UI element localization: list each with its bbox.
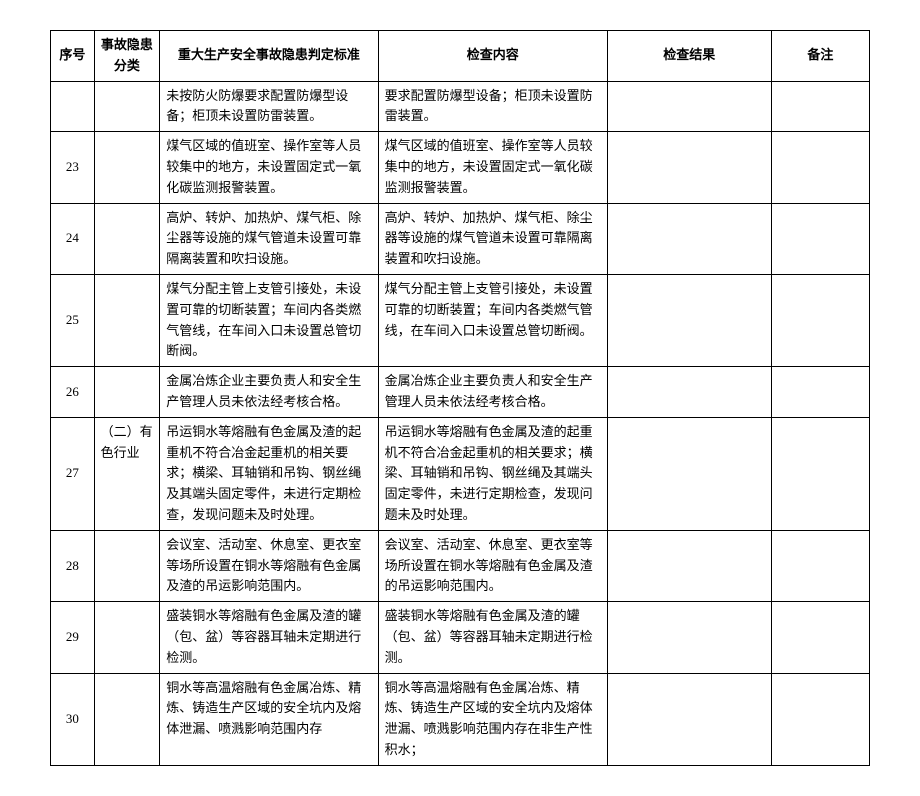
table-row: 25 煤气分配主管上支管引接处，未设置可靠的切断装置；车间内各类燃气管线，在车间… bbox=[51, 274, 870, 366]
cell-check-result bbox=[607, 132, 771, 203]
cell-check-result bbox=[607, 417, 771, 530]
cell-category bbox=[94, 673, 160, 765]
cell-category bbox=[94, 530, 160, 601]
cell-note bbox=[771, 81, 869, 132]
cell-standard: 吊运铜水等熔融有色金属及渣的起重机不符合冶金起重机的相关要求；横梁、耳轴销和吊钩… bbox=[160, 417, 378, 530]
cell-check-content: 煤气分配主管上支管引接处，未设置可靠的切断装置；车间内各类燃气管线，在车间入口未… bbox=[378, 274, 607, 366]
cell-standard: 高炉、转炉、加热炉、煤气柜、除尘器等设施的煤气管道未设置可靠隔离装置和吹扫设施。 bbox=[160, 203, 378, 274]
cell-check-content: 要求配置防爆型设备；柜顶未设置防雷装置。 bbox=[378, 81, 607, 132]
cell-seq: 25 bbox=[51, 274, 95, 366]
header-note: 备注 bbox=[771, 31, 869, 82]
cell-check-content: 高炉、转炉、加热炉、煤气柜、除尘器等设施的煤气管道未设置可靠隔离装置和吹扫设施。 bbox=[378, 203, 607, 274]
cell-seq: 27 bbox=[51, 417, 95, 530]
hazard-table: 序号 事故隐患分类 重大生产安全事故隐患判定标准 检查内容 检查结果 备注 未按… bbox=[50, 30, 870, 766]
cell-seq: 24 bbox=[51, 203, 95, 274]
table-row: 24 高炉、转炉、加热炉、煤气柜、除尘器等设施的煤气管道未设置可靠隔离装置和吹扫… bbox=[51, 203, 870, 274]
cell-category bbox=[94, 602, 160, 673]
table-header: 序号 事故隐患分类 重大生产安全事故隐患判定标准 检查内容 检查结果 备注 bbox=[51, 31, 870, 82]
cell-note bbox=[771, 274, 869, 366]
cell-standard: 铜水等高温熔融有色金属冶炼、精炼、铸造生产区域的安全坑内及熔体泄漏、喷溅影响范围… bbox=[160, 673, 378, 765]
cell-standard: 煤气分配主管上支管引接处，未设置可靠的切断装置；车间内各类燃气管线，在车间入口未… bbox=[160, 274, 378, 366]
cell-check-content: 盛装铜水等熔融有色金属及渣的罐（包、盆）等容器耳轴未定期进行检测。 bbox=[378, 602, 607, 673]
cell-check-content: 铜水等高温熔融有色金属冶炼、精炼、铸造生产区域的安全坑内及熔体泄漏、喷溅影响范围… bbox=[378, 673, 607, 765]
cell-check-result bbox=[607, 673, 771, 765]
cell-check-content: 会议室、活动室、休息室、更衣室等场所设置在铜水等熔融有色金属及渣的吊运影响范围内… bbox=[378, 530, 607, 601]
cell-note bbox=[771, 132, 869, 203]
cell-category bbox=[94, 203, 160, 274]
cell-check-result bbox=[607, 602, 771, 673]
cell-category bbox=[94, 274, 160, 366]
cell-category bbox=[94, 132, 160, 203]
header-check-content: 检查内容 bbox=[378, 31, 607, 82]
cell-standard: 金属冶炼企业主要负责人和安全生产管理人员未依法经考核合格。 bbox=[160, 367, 378, 418]
cell-category bbox=[94, 367, 160, 418]
table-row: 30 铜水等高温熔融有色金属冶炼、精炼、铸造生产区域的安全坑内及熔体泄漏、喷溅影… bbox=[51, 673, 870, 765]
header-seq: 序号 bbox=[51, 31, 95, 82]
header-category: 事故隐患分类 bbox=[94, 31, 160, 82]
cell-note bbox=[771, 417, 869, 530]
cell-note bbox=[771, 602, 869, 673]
table-body: 未按防火防爆要求配置防爆型设备；柜顶未设置防雷装置。 要求配置防爆型设备；柜顶未… bbox=[51, 81, 870, 765]
cell-standard: 会议室、活动室、休息室、更衣室等场所设置在铜水等熔融有色金属及渣的吊运影响范围内… bbox=[160, 530, 378, 601]
cell-check-result bbox=[607, 367, 771, 418]
cell-check-content: 金属冶炼企业主要负责人和安全生产管理人员未依法经考核合格。 bbox=[378, 367, 607, 418]
cell-check-content: 吊运铜水等熔融有色金属及渣的起重机不符合冶金起重机的相关要求；横梁、耳轴销和吊钩… bbox=[378, 417, 607, 530]
cell-seq: 26 bbox=[51, 367, 95, 418]
cell-category: （二）有色行业 bbox=[94, 417, 160, 530]
table-row: 26 金属冶炼企业主要负责人和安全生产管理人员未依法经考核合格。 金属冶炼企业主… bbox=[51, 367, 870, 418]
cell-standard: 煤气区域的值班室、操作室等人员较集中的地方，未设置固定式一氧化碳监测报警装置。 bbox=[160, 132, 378, 203]
cell-check-content: 煤气区域的值班室、操作室等人员较集中的地方，未设置固定式一氧化碳监测报警装置。 bbox=[378, 132, 607, 203]
cell-note bbox=[771, 367, 869, 418]
cell-seq: 23 bbox=[51, 132, 95, 203]
cell-standard: 未按防火防爆要求配置防爆型设备；柜顶未设置防雷装置。 bbox=[160, 81, 378, 132]
cell-check-result bbox=[607, 81, 771, 132]
cell-seq bbox=[51, 81, 95, 132]
cell-note bbox=[771, 673, 869, 765]
cell-note bbox=[771, 530, 869, 601]
cell-check-result bbox=[607, 530, 771, 601]
cell-seq: 30 bbox=[51, 673, 95, 765]
header-check-result: 检查结果 bbox=[607, 31, 771, 82]
table-row: 28 会议室、活动室、休息室、更衣室等场所设置在铜水等熔融有色金属及渣的吊运影响… bbox=[51, 530, 870, 601]
cell-seq: 29 bbox=[51, 602, 95, 673]
cell-note bbox=[771, 203, 869, 274]
cell-check-result bbox=[607, 203, 771, 274]
table-row: 29 盛装铜水等熔融有色金属及渣的罐（包、盆）等容器耳轴未定期进行检测。 盛装铜… bbox=[51, 602, 870, 673]
cell-standard: 盛装铜水等熔融有色金属及渣的罐（包、盆）等容器耳轴未定期进行检测。 bbox=[160, 602, 378, 673]
cell-seq: 28 bbox=[51, 530, 95, 601]
cell-category bbox=[94, 81, 160, 132]
table-row: 23 煤气区域的值班室、操作室等人员较集中的地方，未设置固定式一氧化碳监测报警装… bbox=[51, 132, 870, 203]
cell-check-result bbox=[607, 274, 771, 366]
table-row: 27 （二）有色行业 吊运铜水等熔融有色金属及渣的起重机不符合冶金起重机的相关要… bbox=[51, 417, 870, 530]
header-standard: 重大生产安全事故隐患判定标准 bbox=[160, 31, 378, 82]
table-row: 未按防火防爆要求配置防爆型设备；柜顶未设置防雷装置。 要求配置防爆型设备；柜顶未… bbox=[51, 81, 870, 132]
